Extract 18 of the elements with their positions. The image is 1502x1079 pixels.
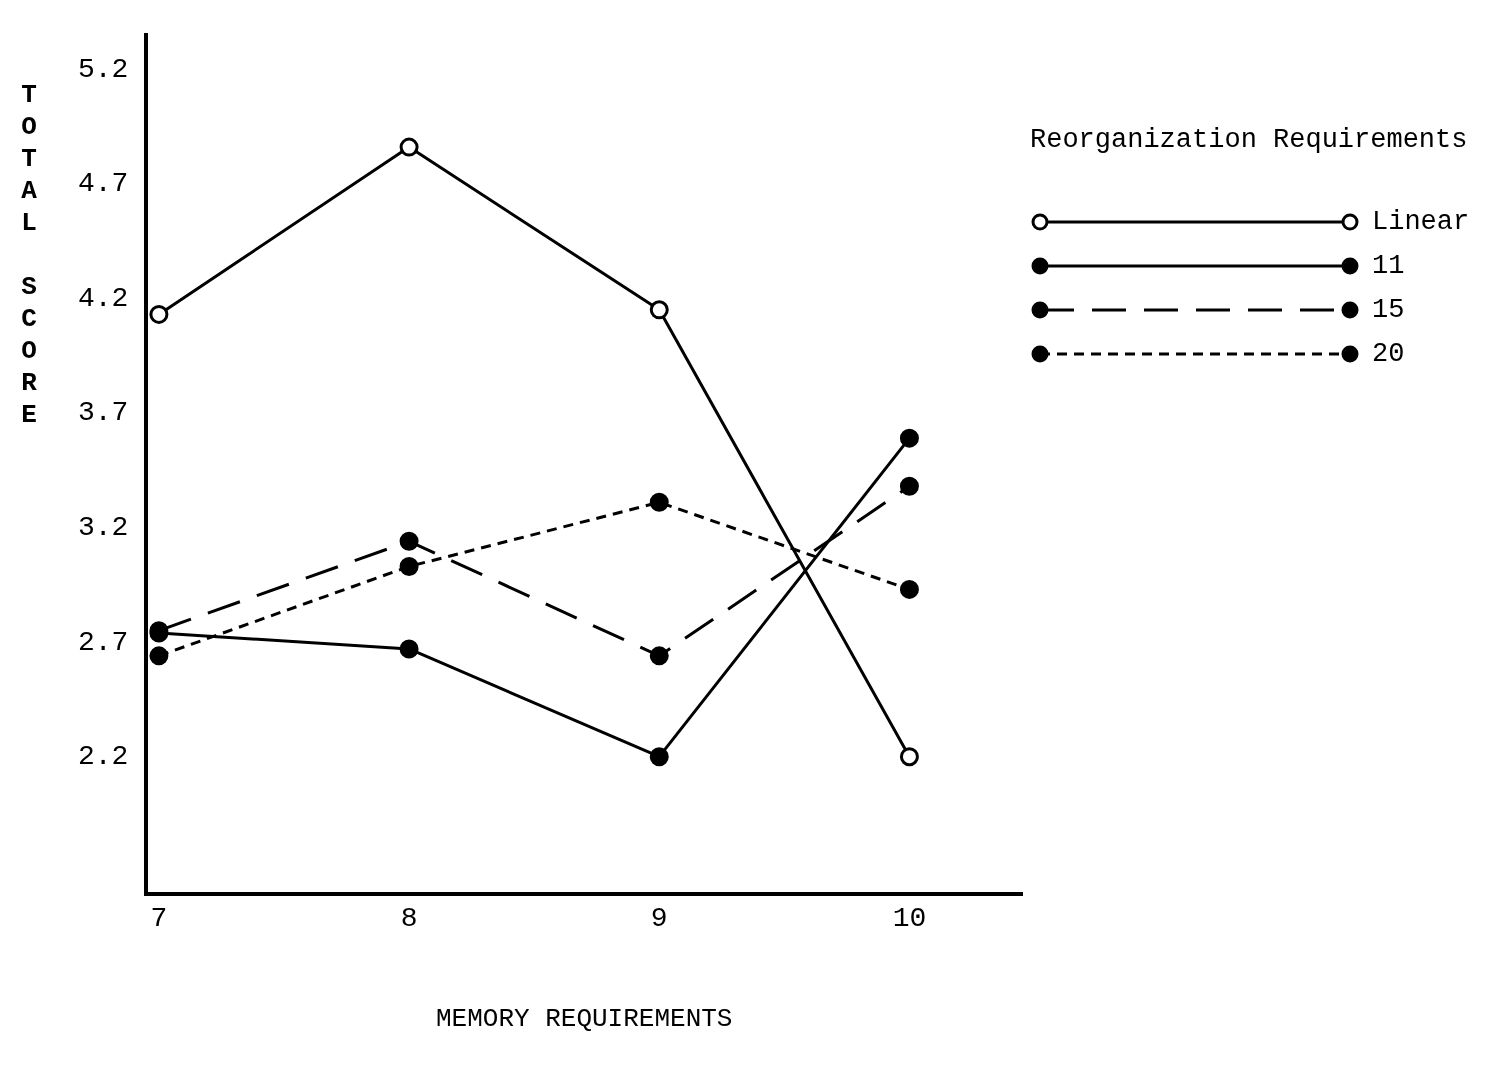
y-axis-title: TOTAL SCORE [14,80,44,432]
x-tick-label: 8 [400,903,418,935]
legend-label: 20 [1372,339,1405,369]
y-tick-label: 5.2 [77,53,129,85]
y-tick-label: 2.2 [77,741,129,773]
x-axis-title: MEMORY REQUIREMENTS [435,1004,733,1035]
y-tick-label: 4.2 [77,282,129,314]
y-tick-label: 3.7 [77,397,129,429]
x-tick-label: 7 [150,903,168,935]
legend-label: Linear [1372,207,1470,237]
x-tick-label: 9 [650,903,668,935]
y-tick-label: 3.2 [77,511,129,543]
y-tick-label: 4.7 [77,168,129,200]
y-tick-label: 2.7 [77,626,129,658]
legend-label: 11 [1372,251,1405,281]
legend-label: 15 [1372,295,1405,325]
x-tick-label: 10 [892,903,927,935]
legend-title: Reorganization Requirements [1030,124,1469,157]
